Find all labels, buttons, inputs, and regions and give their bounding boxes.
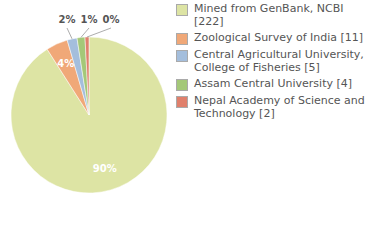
svg-text:90%: 90% [93, 163, 117, 174]
html-text:Central Agricultural Universit: Central Agricultural University, College… [194, 48, 364, 74]
svg-text:4%: 4% [57, 58, 74, 69]
html-text:Assam Central University [4]: Assam Central University [4] [194, 77, 353, 90]
html-text:Nepal Academy of Science and T: Nepal Academy of Science and Technology … [194, 94, 365, 120]
svg-text:0%: 0% [103, 14, 120, 25]
svg-text:2%: 2% [59, 14, 76, 25]
html-text:Zoological Survey of India [11: Zoological Survey of India [11] [194, 31, 364, 44]
html-text:Mined from GenBank, NCBI [222]: Mined from GenBank, NCBI [222] [194, 2, 344, 28]
svg-text:1%: 1% [81, 14, 98, 25]
